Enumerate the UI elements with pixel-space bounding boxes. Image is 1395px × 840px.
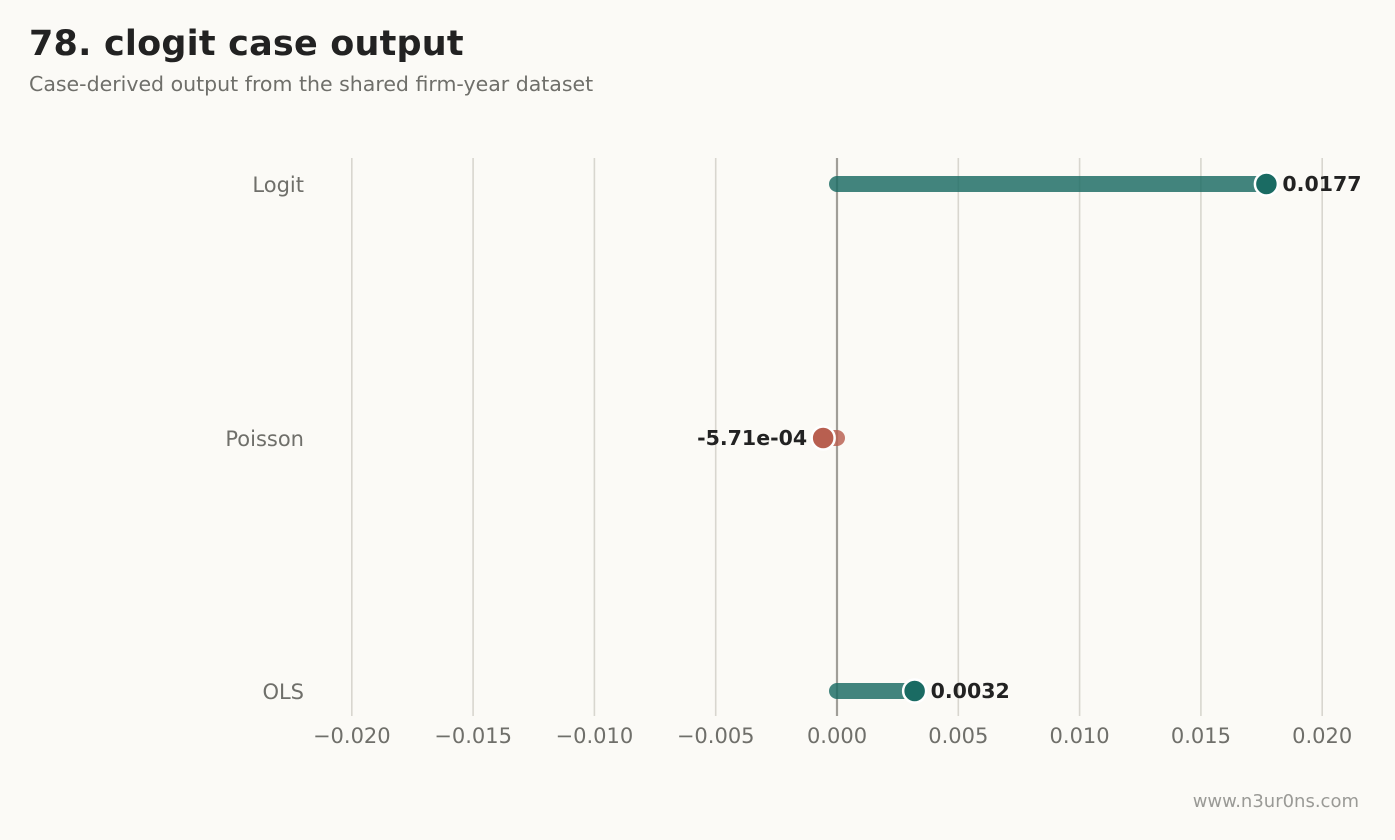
- category-label: Poisson: [225, 427, 304, 451]
- x-tick-label: 0.020: [1292, 724, 1352, 748]
- x-tick-label: 0.015: [1171, 724, 1231, 748]
- lollipop-dot: [1253, 171, 1280, 197]
- x-tick-label: −0.005: [677, 724, 755, 748]
- chart-title: 78. clogit case output: [29, 24, 464, 64]
- x-tick-label: −0.015: [434, 724, 512, 748]
- x-tick-label: 0.005: [928, 724, 988, 748]
- data-label: -5.71e-04: [697, 426, 807, 450]
- x-tick-label: −0.010: [556, 724, 634, 748]
- lollipop-dot: [810, 425, 836, 451]
- chart-subtitle: Case-derived output from the shared firm…: [29, 72, 594, 96]
- data-label: 0.0032: [931, 679, 1010, 703]
- watermark: www.n3ur0ns.com: [1192, 791, 1359, 812]
- lollipop-dot: [901, 678, 928, 704]
- x-tick-label: 0.010: [1050, 724, 1110, 748]
- data-label: 0.0177: [1282, 172, 1361, 196]
- x-tick-label: 0.000: [807, 724, 867, 748]
- category-label: Logit: [252, 173, 304, 197]
- x-tick-label: −0.020: [313, 724, 391, 748]
- category-label: OLS: [262, 680, 304, 704]
